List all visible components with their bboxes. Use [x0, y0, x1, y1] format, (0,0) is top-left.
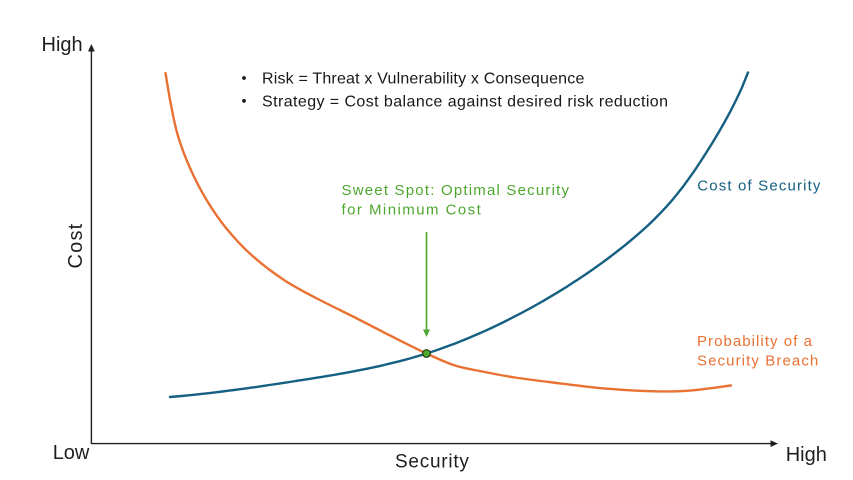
svg-text:Strategy = Cost balance agains: Strategy = Cost balance against desired …	[262, 93, 668, 110]
svg-text:Cost: Cost	[65, 223, 87, 269]
svg-text:Security Breach: Security Breach	[697, 353, 819, 370]
svg-text:Sweet Spot: Optimal Security: Sweet Spot: Optimal Security	[342, 182, 571, 199]
svg-text:Cost of Security: Cost of Security	[697, 177, 821, 194]
svg-text:Security: Security	[395, 452, 470, 473]
svg-text:Low: Low	[53, 442, 90, 464]
svg-text:High: High	[42, 34, 83, 56]
svg-text:Risk = Threat x Vulnerability: Risk = Threat x Vulnerability x Conseque…	[262, 70, 585, 87]
svg-text:High: High	[786, 444, 827, 466]
svg-text:for Minimum Cost: for Minimum Cost	[342, 202, 483, 219]
svg-text:Probability of a: Probability of a	[697, 333, 813, 350]
